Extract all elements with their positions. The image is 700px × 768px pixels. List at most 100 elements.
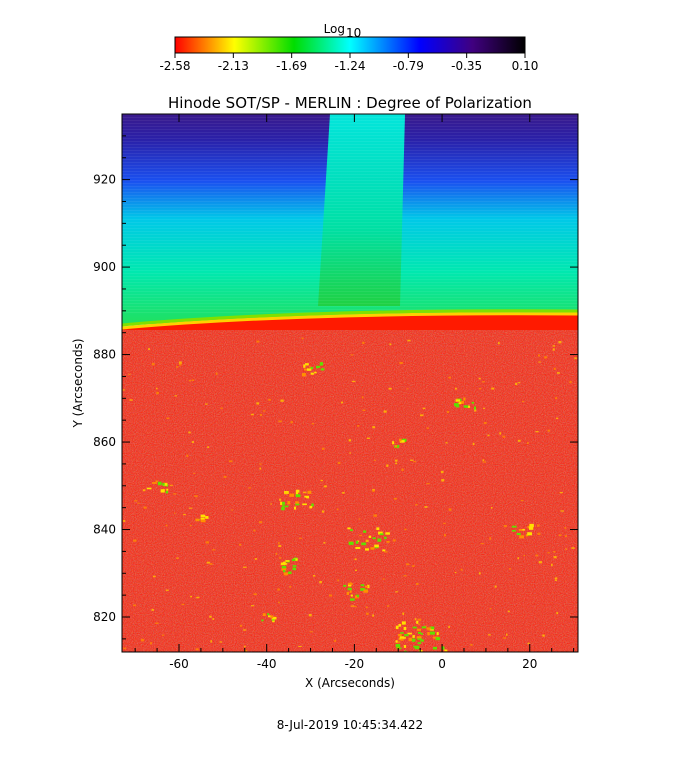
bright-spot: [288, 571, 292, 575]
bright-spot: [424, 506, 428, 508]
bright-spot: [308, 365, 311, 368]
bright-spot: [165, 524, 168, 527]
bright-spot: [238, 543, 242, 546]
bright-spot: [336, 508, 339, 511]
colorbar-tick-label: -1.69: [276, 59, 307, 73]
bright-spot: [459, 401, 464, 404]
bright-spot: [444, 649, 448, 652]
bright-spot: [365, 548, 369, 551]
bright-spot: [289, 586, 292, 588]
bright-spot: [176, 557, 179, 559]
bright-spot: [401, 621, 406, 625]
colorbar-tick-label: -2.13: [218, 59, 249, 73]
bright-spot: [354, 595, 358, 599]
bright-spot: [383, 410, 387, 413]
colorbar-label: Log: [324, 22, 345, 36]
bright-spot: [479, 387, 482, 390]
bright-spot: [220, 407, 223, 409]
bright-spot: [558, 534, 562, 537]
bright-spot: [522, 400, 525, 403]
bright-spot: [298, 645, 302, 648]
bright-spot: [373, 459, 377, 461]
bright-spot: [569, 380, 572, 384]
bright-spot: [537, 532, 541, 536]
x-tick-label: 0: [438, 657, 446, 671]
bright-spot: [195, 518, 200, 521]
bright-spot: [181, 603, 185, 606]
bright-spot: [268, 398, 271, 401]
bright-spot: [455, 399, 461, 402]
bright-spot: [386, 541, 390, 543]
bright-spot: [271, 618, 275, 621]
y-axis: 820 840 860 880 900 920: [93, 113, 578, 640]
colorbar-tick-label: -0.79: [393, 59, 424, 73]
bright-spot: [278, 541, 280, 545]
bright-spot: [466, 405, 471, 408]
bright-spot: [142, 489, 146, 492]
bright-spot: [460, 568, 463, 571]
bright-spot: [200, 514, 205, 518]
bright-spot: [215, 372, 218, 375]
bright-spot: [268, 615, 271, 618]
bright-spot: [291, 558, 296, 562]
bright-spot: [538, 561, 542, 564]
bright-spot: [554, 577, 558, 580]
bright-spot: [427, 632, 430, 636]
bright-spot: [416, 628, 422, 631]
bright-spot: [398, 623, 402, 627]
bright-spot: [128, 373, 131, 375]
bright-spot: [483, 407, 485, 410]
bright-spot: [395, 625, 399, 630]
bright-spot: [503, 524, 507, 528]
bright-spot: [280, 562, 286, 566]
bright-spot: [552, 345, 556, 347]
bright-spot: [447, 410, 450, 414]
bright-spot: [278, 601, 280, 604]
bright-spot: [310, 372, 314, 375]
bright-spot: [348, 541, 354, 545]
bright-spot: [448, 625, 450, 629]
bright-spot: [542, 634, 545, 637]
bright-spot: [340, 401, 344, 404]
bright-spot: [367, 584, 370, 589]
bright-spot: [360, 584, 365, 587]
bright-spot: [404, 528, 407, 531]
bright-spot: [350, 354, 354, 356]
heatmap-image: [122, 114, 578, 652]
bright-spot: [189, 524, 192, 527]
bright-spot: [343, 584, 347, 587]
bright-spot: [200, 517, 205, 521]
bright-spot: [315, 365, 319, 369]
colorbar-tick-label: -0.35: [451, 59, 482, 73]
bright-spot: [372, 614, 375, 617]
bright-spot: [334, 639, 337, 642]
bright-spot: [427, 628, 431, 631]
bright-spot: [413, 645, 416, 648]
bright-spot: [350, 605, 354, 607]
bright-spot: [393, 497, 397, 500]
bright-spot: [463, 397, 466, 401]
bright-spot: [183, 513, 186, 516]
bright-spot: [506, 633, 508, 636]
y-tick-label: 840: [93, 523, 116, 537]
bright-spot: [403, 626, 407, 631]
bright-spot: [285, 560, 290, 562]
bright-spot: [376, 527, 380, 530]
bright-spot: [299, 537, 302, 539]
bright-spot: [420, 639, 425, 642]
bright-spot: [287, 501, 291, 505]
bright-spot: [123, 519, 126, 522]
colorbar-gradient: [174, 36, 526, 54]
bright-spot: [528, 527, 534, 530]
bright-spot: [311, 503, 314, 507]
bright-spot: [328, 594, 333, 597]
bright-spot: [408, 637, 412, 642]
bright-spot: [574, 357, 577, 360]
bright-spot: [454, 571, 457, 574]
bright-spot: [365, 606, 368, 609]
bright-spot: [426, 483, 430, 485]
bright-spot: [478, 572, 481, 575]
bright-spot: [295, 489, 300, 493]
bright-spot: [123, 647, 127, 650]
